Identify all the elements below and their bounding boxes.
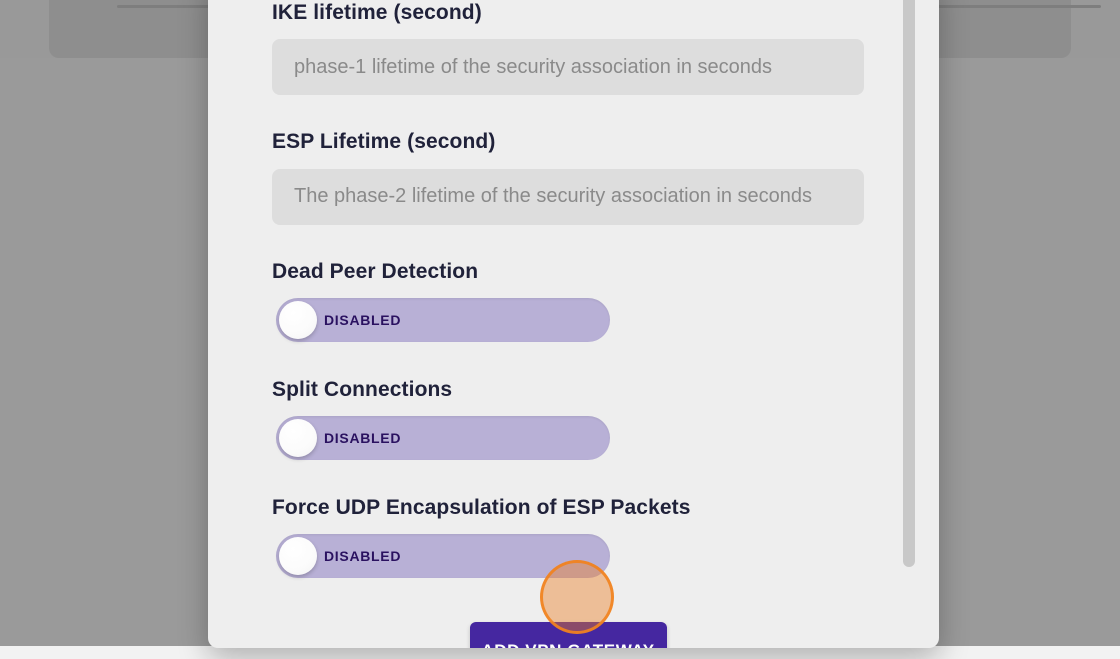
- toggle-knob-icon: [279, 300, 317, 339]
- esp-lifetime-label: ESP Lifetime (second): [272, 130, 496, 154]
- vpn-gateway-form: IKE lifetime (second) ESP Lifetime (seco…: [272, 0, 864, 648]
- add-vpn-gateway-button[interactable]: ADD VPN GATEWAY: [469, 622, 667, 648]
- dialog-actions: ADD VPN GATEWAY: [272, 622, 864, 648]
- split-connections-label: Split Connections: [272, 377, 453, 401]
- split-connections-toggle[interactable]: DISABLED: [276, 416, 610, 460]
- force-udp-encapsulation-label: Force UDP Encapsulation of ESP Packets: [272, 496, 691, 519]
- dead-peer-detection-state: DISABLED: [324, 311, 402, 328]
- force-udp-encapsulation-state: DISABLED: [324, 548, 402, 565]
- add-vpn-gateway-dialog: IKE lifetime (second) ESP Lifetime (seco…: [208, 0, 939, 648]
- dead-peer-detection-label: Dead Peer Detection: [272, 259, 479, 283]
- spacer: [272, 342, 864, 377]
- dialog-scrollbar-thumb[interactable]: [903, 0, 915, 567]
- spacer: [272, 95, 864, 129]
- dialog-scroll-area[interactable]: IKE lifetime (second) ESP Lifetime (seco…: [208, 0, 939, 648]
- spacer: [272, 460, 864, 495]
- toggle-knob-icon: [279, 419, 317, 457]
- ike-lifetime-label: IKE lifetime (second): [272, 1, 482, 24]
- toggle-knob-icon: [279, 537, 317, 576]
- spacer: [272, 225, 864, 259]
- ike-lifetime-input[interactable]: [272, 39, 864, 96]
- split-connections-state: DISABLED: [324, 430, 402, 446]
- dialog-scrollbar-track[interactable]: [903, 0, 915, 648]
- esp-lifetime-input[interactable]: [272, 168, 864, 225]
- force-udp-encapsulation-toggle[interactable]: DISABLED: [276, 534, 610, 579]
- dead-peer-detection-toggle[interactable]: DISABLED: [276, 297, 610, 342]
